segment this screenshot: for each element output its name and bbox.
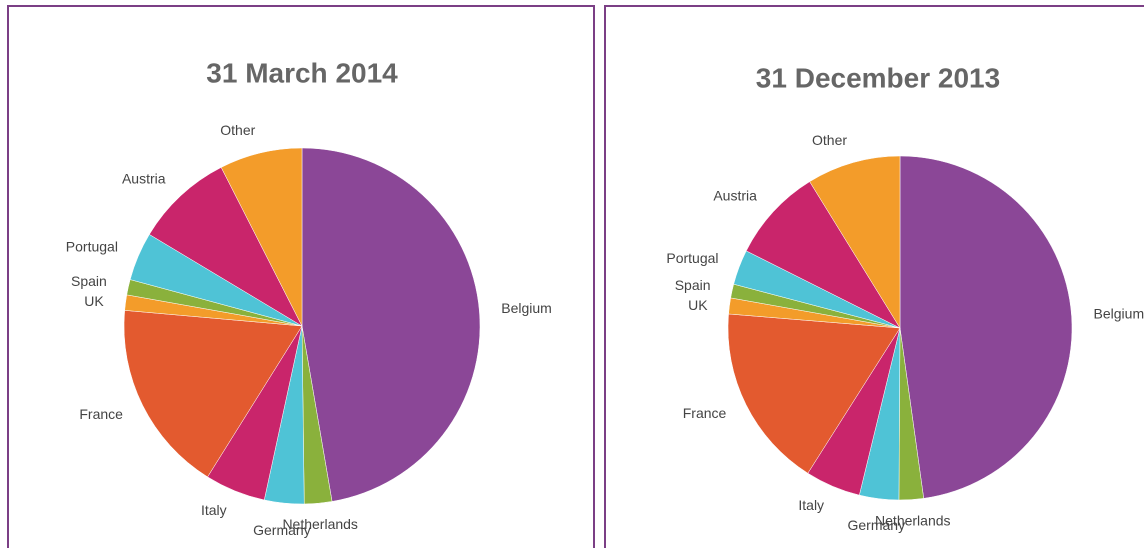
panel [7,5,595,548]
chart-title: 31 March 2014 [206,57,398,88]
pie-slice [809,155,901,329]
pie-slice [149,167,303,327]
pie-slice [727,313,901,474]
pie-slice [220,147,303,327]
slice-label: Spain [675,277,711,293]
chart-title: 31 December 2013 [756,62,1000,93]
pie-slice [301,147,481,502]
slice-label: Netherlands [282,516,358,532]
slice-label: Belgium [501,300,552,316]
pie-slice [745,181,901,329]
slice-label: Spain [71,273,107,289]
slice-label: UK [84,293,104,309]
pie-slice [123,310,303,478]
pie-slice [899,155,1073,499]
slice-label: Portugal [666,250,718,266]
slice-label: Austria [713,188,757,204]
slice-label: Belgium [1094,305,1144,321]
slice-label: Germany [253,522,311,538]
slice-label: Austria [122,170,166,186]
slice-label: Germany [848,517,906,533]
slice-label: Portugal [66,238,118,254]
slice-label: Italy [201,502,227,518]
slice-label: Other [220,122,255,138]
panel [604,5,1144,548]
slice-label: France [683,405,727,421]
slice-label: Netherlands [875,512,951,528]
slice-label: Other [812,132,847,148]
slice-label: UK [688,297,708,313]
slice-label: France [79,406,123,422]
slice-label: Italy [798,497,824,513]
